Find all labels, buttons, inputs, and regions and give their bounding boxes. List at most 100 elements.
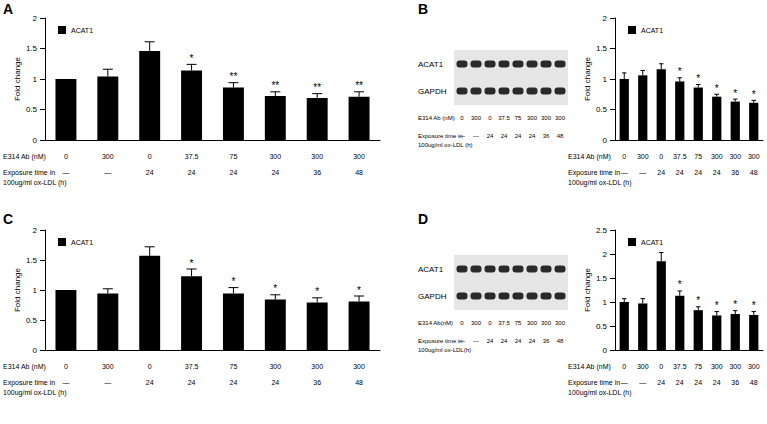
svg-text:24: 24 [271,379,279,386]
svg-text:300: 300 [555,115,566,121]
svg-text:300: 300 [541,115,552,121]
svg-text:24: 24 [146,379,154,386]
svg-text:2: 2 [33,14,38,23]
svg-text:0: 0 [33,136,38,145]
svg-text:24: 24 [694,169,702,176]
svg-text:1: 1 [603,298,608,307]
svg-text:—: — [104,379,111,386]
svg-text:0.5: 0.5 [26,316,38,325]
svg-text:300: 300 [748,153,760,160]
svg-text:100ug/ml ox-LDL (h): 100ug/ml ox-LDL (h) [3,389,67,397]
svg-text:24: 24 [501,338,508,344]
svg-text:24: 24 [657,169,665,176]
svg-text:300: 300 [102,153,114,160]
svg-text:0: 0 [148,153,152,160]
svg-text:Exposure time in: Exposure time in [568,379,620,387]
svg-text:**: ** [313,82,321,93]
svg-text:*: * [696,73,700,84]
svg-text:300: 300 [471,115,482,121]
svg-text:**: ** [271,80,279,91]
svg-text:—: — [473,133,479,139]
svg-text:1: 1 [603,75,608,84]
svg-text:300: 300 [748,363,760,370]
svg-text:48: 48 [750,169,758,176]
svg-text:24: 24 [515,133,522,139]
svg-text:Exposure time in: Exposure time in [568,169,620,177]
svg-text:75: 75 [230,153,238,160]
svg-text:0: 0 [622,363,626,370]
svg-text:37.5: 37.5 [673,153,687,160]
svg-text:36: 36 [543,133,550,139]
svg-text:ACAT1: ACAT1 [418,265,444,274]
svg-text:1: 1 [33,286,38,295]
svg-text:Exposure time in: Exposure time in [3,169,55,177]
svg-text:0: 0 [488,115,492,121]
svg-text:300: 300 [729,363,741,370]
svg-text:**: ** [355,80,363,91]
svg-text:48: 48 [557,338,564,344]
svg-text:37.5: 37.5 [185,153,199,160]
svg-text:24: 24 [230,169,238,176]
svg-text:E314 Ab (nM): E314 Ab (nM) [568,153,611,161]
svg-text:24: 24 [230,379,238,386]
svg-text:*: * [231,276,235,287]
svg-text:24: 24 [713,379,721,386]
svg-text:36: 36 [731,379,739,386]
svg-text:1.5: 1.5 [26,256,38,265]
svg-text:*: * [752,89,756,100]
svg-text:300: 300 [637,363,649,370]
svg-text:300: 300 [311,153,323,160]
svg-text:0: 0 [64,363,68,370]
svg-text:100ug/ml ox-LDL (h): 100ug/ml ox-LDL (h) [568,389,632,397]
svg-text:*: * [715,300,719,311]
svg-text:300: 300 [269,153,281,160]
svg-text:—: — [104,169,111,176]
svg-text:300: 300 [102,363,114,370]
svg-text:300: 300 [353,153,365,160]
svg-text:ACAT1: ACAT1 [641,27,663,34]
svg-text:1.5: 1.5 [26,44,38,53]
svg-text:E314 Ab (nM): E314 Ab (nM) [568,363,611,371]
svg-text:0: 0 [460,115,464,121]
svg-text:37.5: 37.5 [185,363,199,370]
svg-text:100ug/ml ox-LDL (h): 100ug/ml ox-LDL (h) [568,179,632,187]
svg-text:24: 24 [146,169,154,176]
svg-text:37.5: 37.5 [673,363,687,370]
svg-text:GAPDH: GAPDH [418,292,447,301]
svg-text:E314 Ab(nM): E314 Ab(nM) [418,320,453,326]
svg-text:D: D [418,211,428,227]
svg-text:Fold change: Fold change [583,267,592,312]
svg-text:24: 24 [529,338,536,344]
svg-text:24: 24 [188,169,196,176]
svg-text:75: 75 [515,115,522,121]
svg-text:0.5: 0.5 [596,322,608,331]
svg-text:Fold change: Fold change [13,56,22,101]
svg-text:24: 24 [487,338,494,344]
svg-text:1.5: 1.5 [596,44,608,53]
svg-text:100ug/ml ox-LDL(h): 100ug/ml ox-LDL(h) [418,347,471,353]
svg-text:*: * [696,295,700,306]
svg-text:300: 300 [541,320,552,326]
svg-text:*: * [752,300,756,311]
svg-text:*: * [315,286,319,297]
svg-text:—: — [639,379,646,386]
svg-text:24: 24 [676,379,684,386]
svg-text:48: 48 [355,379,363,386]
svg-text:75: 75 [694,363,702,370]
svg-text:—: — [62,379,69,386]
svg-text:—: — [62,169,69,176]
svg-text:0: 0 [64,153,68,160]
svg-text:300: 300 [527,115,538,121]
svg-text:—: — [621,379,628,386]
svg-text:C: C [3,211,13,227]
svg-text:0: 0 [659,363,663,370]
svg-text:300: 300 [711,363,723,370]
svg-text:B: B [418,1,428,17]
svg-text:*: * [678,279,682,290]
svg-text:36: 36 [313,379,321,386]
svg-text:48: 48 [355,169,363,176]
svg-text:GAPDH: GAPDH [418,87,447,96]
svg-text:Exposure time in: Exposure time in [3,379,55,387]
svg-text:0: 0 [603,346,608,355]
svg-text:300: 300 [471,320,482,326]
